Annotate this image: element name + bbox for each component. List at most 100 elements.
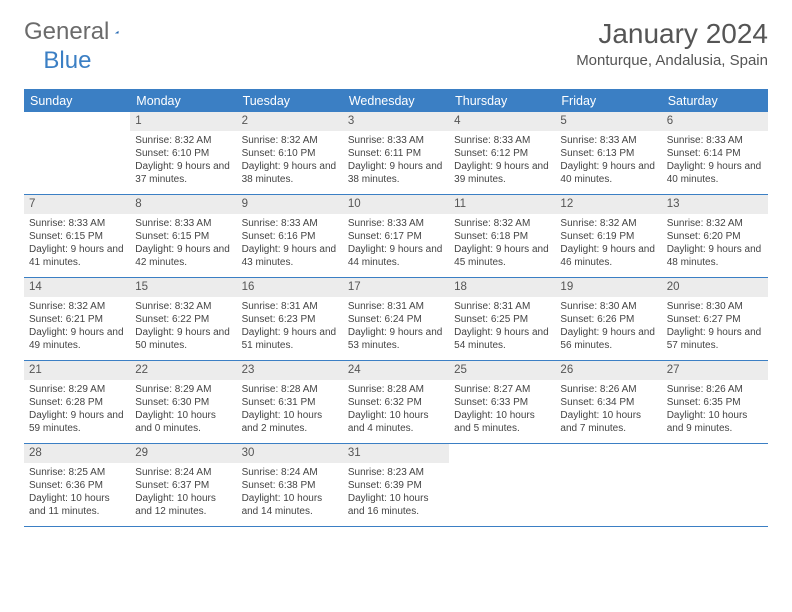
sunrise-text: Sunrise: 8:32 AM [135, 134, 231, 147]
sunrise-text: Sunrise: 8:31 AM [454, 300, 550, 313]
sunset-text: Sunset: 6:32 PM [348, 396, 444, 409]
day-number: 3 [343, 112, 449, 131]
sunrise-text: Sunrise: 8:32 AM [29, 300, 125, 313]
sunrise-text: Sunrise: 8:33 AM [667, 134, 763, 147]
daylight-text: Daylight: 10 hours and 2 minutes. [242, 409, 338, 435]
daylight-text: Daylight: 9 hours and 59 minutes. [29, 409, 125, 435]
day-header-mon: Monday [130, 90, 236, 112]
sunrise-text: Sunrise: 8:32 AM [454, 217, 550, 230]
day-number: 8 [130, 195, 236, 214]
sunset-text: Sunset: 6:25 PM [454, 313, 550, 326]
daylight-text: Daylight: 10 hours and 4 minutes. [348, 409, 444, 435]
calendar: Sunday Monday Tuesday Wednesday Thursday… [24, 89, 768, 527]
logo-triangle-icon [115, 23, 119, 41]
day-number: 1 [130, 112, 236, 131]
sunset-text: Sunset: 6:10 PM [135, 147, 231, 160]
sunrise-text: Sunrise: 8:27 AM [454, 383, 550, 396]
sunrise-text: Sunrise: 8:33 AM [135, 217, 231, 230]
sunrise-text: Sunrise: 8:31 AM [348, 300, 444, 313]
daylight-text: Daylight: 9 hours and 42 minutes. [135, 243, 231, 269]
sunset-text: Sunset: 6:20 PM [667, 230, 763, 243]
day-cell: 14Sunrise: 8:32 AMSunset: 6:21 PMDayligh… [24, 278, 130, 360]
day-number: 23 [237, 361, 343, 380]
sunrise-text: Sunrise: 8:32 AM [242, 134, 338, 147]
day-cell: 11Sunrise: 8:32 AMSunset: 6:18 PMDayligh… [449, 195, 555, 277]
day-number: 9 [237, 195, 343, 214]
sunrise-text: Sunrise: 8:28 AM [348, 383, 444, 396]
sunset-text: Sunset: 6:18 PM [454, 230, 550, 243]
sunset-text: Sunset: 6:13 PM [560, 147, 656, 160]
sunrise-text: Sunrise: 8:33 AM [348, 217, 444, 230]
sunset-text: Sunset: 6:26 PM [560, 313, 656, 326]
location: Monturque, Andalusia, Spain [576, 52, 768, 69]
daylight-text: Daylight: 9 hours and 46 minutes. [560, 243, 656, 269]
daylight-text: Daylight: 9 hours and 44 minutes. [348, 243, 444, 269]
day-cell: 30Sunrise: 8:24 AMSunset: 6:38 PMDayligh… [237, 444, 343, 526]
sunset-text: Sunset: 6:33 PM [454, 396, 550, 409]
day-header-thu: Thursday [449, 90, 555, 112]
week-row: 7Sunrise: 8:33 AMSunset: 6:15 PMDaylight… [24, 195, 768, 278]
day-header-fri: Friday [555, 90, 661, 112]
sunrise-text: Sunrise: 8:29 AM [29, 383, 125, 396]
sunrise-text: Sunrise: 8:25 AM [29, 466, 125, 479]
sunrise-text: Sunrise: 8:32 AM [667, 217, 763, 230]
sunrise-text: Sunrise: 8:33 AM [454, 134, 550, 147]
daylight-text: Daylight: 10 hours and 14 minutes. [242, 492, 338, 518]
logo: General [24, 18, 139, 46]
daylight-text: Daylight: 9 hours and 48 minutes. [667, 243, 763, 269]
sunrise-text: Sunrise: 8:26 AM [667, 383, 763, 396]
day-cell: 1Sunrise: 8:32 AMSunset: 6:10 PMDaylight… [130, 112, 236, 194]
day-cell: 17Sunrise: 8:31 AMSunset: 6:24 PMDayligh… [343, 278, 449, 360]
logo-text-1: General [24, 18, 109, 46]
daylight-text: Daylight: 9 hours and 49 minutes. [29, 326, 125, 352]
sunset-text: Sunset: 6:17 PM [348, 230, 444, 243]
day-number: 30 [237, 444, 343, 463]
day-header-sun: Sunday [24, 90, 130, 112]
day-number: 2 [237, 112, 343, 131]
day-number: 15 [130, 278, 236, 297]
day-cell: . [24, 112, 130, 194]
sunset-text: Sunset: 6:19 PM [560, 230, 656, 243]
day-number: 29 [130, 444, 236, 463]
day-cell: . [449, 444, 555, 526]
sunset-text: Sunset: 6:35 PM [667, 396, 763, 409]
day-cell: 7Sunrise: 8:33 AMSunset: 6:15 PMDaylight… [24, 195, 130, 277]
day-cell: 2Sunrise: 8:32 AMSunset: 6:10 PMDaylight… [237, 112, 343, 194]
day-header-row: Sunday Monday Tuesday Wednesday Thursday… [24, 90, 768, 112]
day-cell: 15Sunrise: 8:32 AMSunset: 6:22 PMDayligh… [130, 278, 236, 360]
day-number: 7 [24, 195, 130, 214]
day-number: 25 [449, 361, 555, 380]
day-number: 31 [343, 444, 449, 463]
day-cell: 21Sunrise: 8:29 AMSunset: 6:28 PMDayligh… [24, 361, 130, 443]
day-cell: 27 Sunrise: 8:26 AMSunset: 6:35 PMDayligh… [662, 361, 768, 443]
day-cell: 6Sunrise: 8:33 AMSunset: 6:14 PMDaylight… [662, 112, 768, 194]
sunset-text: Sunset: 6:16 PM [242, 230, 338, 243]
daylight-text: Daylight: 9 hours and 57 minutes. [667, 326, 763, 352]
day-cell: 20Sunrise: 8:30 AMSunset: 6:27 PMDayligh… [662, 278, 768, 360]
day-cell: 22Sunrise: 8:29 AMSunset: 6:30 PMDayligh… [130, 361, 236, 443]
sunset-text: Sunset: 6:31 PM [242, 396, 338, 409]
sunrise-text: Sunrise: 8:29 AM [135, 383, 231, 396]
day-cell: 10Sunrise: 8:33 AMSunset: 6:17 PMDayligh… [343, 195, 449, 277]
weeks-container: .1Sunrise: 8:32 AMSunset: 6:10 PMDayligh… [24, 112, 768, 527]
daylight-text: Daylight: 10 hours and 7 minutes. [560, 409, 656, 435]
daylight-text: Daylight: 9 hours and 40 minutes. [667, 160, 763, 186]
sunset-text: Sunset: 6:11 PM [348, 147, 444, 160]
sunset-text: Sunset: 6:12 PM [454, 147, 550, 160]
sunrise-text: Sunrise: 8:30 AM [667, 300, 763, 313]
week-row: 14Sunrise: 8:32 AMSunset: 6:21 PMDayligh… [24, 278, 768, 361]
title-block: January 2024 Monturque, Andalusia, Spain [576, 18, 768, 69]
daylight-text: Daylight: 10 hours and 5 minutes. [454, 409, 550, 435]
day-cell: 29Sunrise: 8:24 AMSunset: 6:37 PMDayligh… [130, 444, 236, 526]
day-cell: 16Sunrise: 8:31 AMSunset: 6:23 PMDayligh… [237, 278, 343, 360]
sunset-text: Sunset: 6:22 PM [135, 313, 231, 326]
sunset-text: Sunset: 6:24 PM [348, 313, 444, 326]
day-header-tue: Tuesday [237, 90, 343, 112]
day-number: 24 [343, 361, 449, 380]
sunrise-text: Sunrise: 8:30 AM [560, 300, 656, 313]
daylight-text: Daylight: 10 hours and 9 minutes. [667, 409, 763, 435]
day-header-wed: Wednesday [343, 90, 449, 112]
day-number: 27 [662, 361, 768, 380]
day-number: 6 [662, 112, 768, 131]
day-number: 20 [662, 278, 768, 297]
